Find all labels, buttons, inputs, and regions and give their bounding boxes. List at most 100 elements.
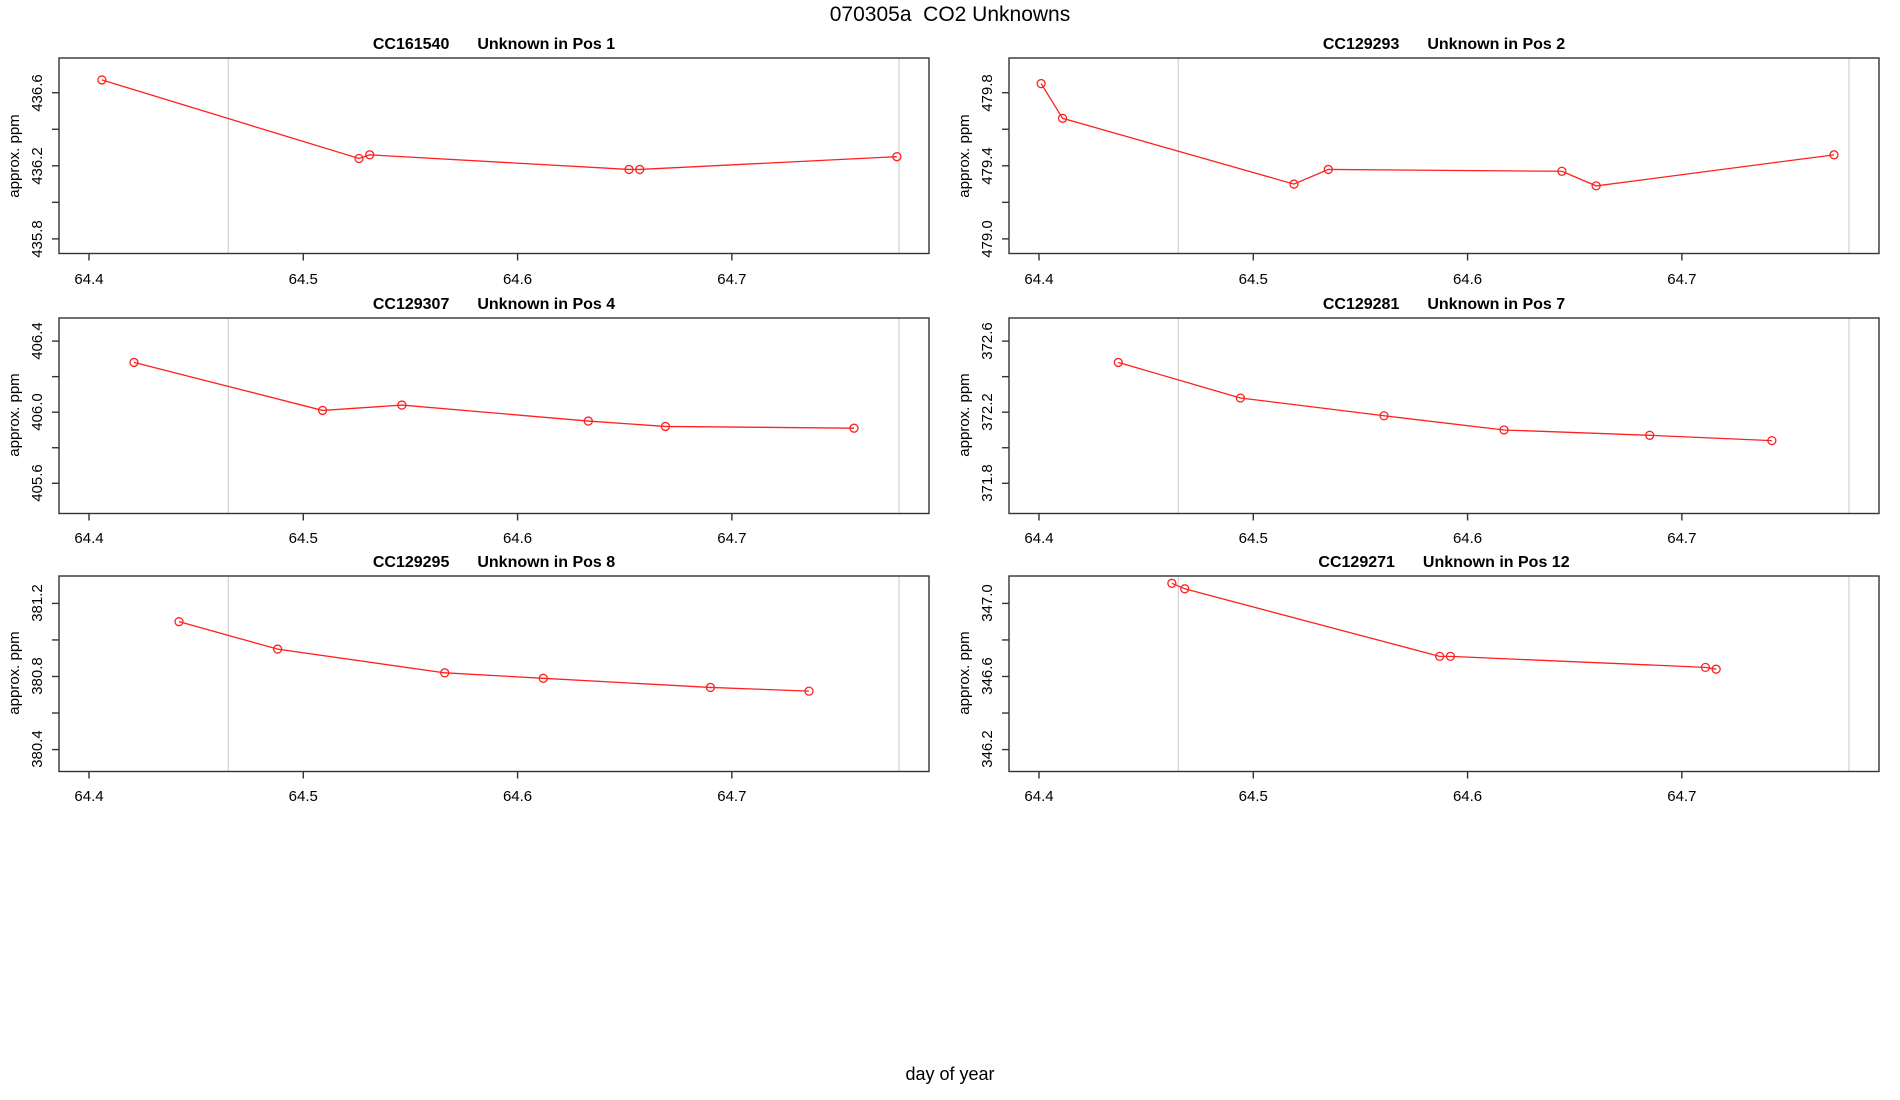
series-line xyxy=(1171,582,1717,670)
sample-position: Unknown in Pos 1 xyxy=(477,36,616,53)
data-point-marker xyxy=(354,153,364,164)
series-line xyxy=(1040,83,1835,187)
sample-id: CC129293 xyxy=(1322,36,1400,53)
data-point-marker xyxy=(365,150,375,160)
y-tick-label: 381.2 xyxy=(29,584,46,622)
sample-id: CC129271 xyxy=(1318,553,1395,571)
y-tick-label: 436.2 xyxy=(29,147,46,185)
x-tick-label: 64.7 xyxy=(1667,270,1697,288)
x-tick-label: 64.5 xyxy=(1238,530,1268,547)
y-tick-label: 371.8 xyxy=(979,464,996,502)
y-tick-label: 346.2 xyxy=(979,730,996,768)
y-tick-label: 380.4 xyxy=(29,730,46,768)
data-point-marker xyxy=(97,75,107,85)
plot-title: CC129281 Unknown in Pos 7 xyxy=(1009,296,1879,314)
data-point-marker xyxy=(129,357,139,367)
plot-title: CC129295 Unknown in Pos 8 xyxy=(59,554,929,572)
y-tick-label: 406.4 xyxy=(29,321,46,360)
data-point-marker xyxy=(1379,410,1389,420)
data-point-marker xyxy=(272,643,283,654)
data-point-marker xyxy=(804,685,814,696)
data-point-marker xyxy=(538,673,548,683)
data-point-marker xyxy=(1435,651,1445,661)
data-point-marker xyxy=(317,405,328,415)
data-point-marker xyxy=(174,616,184,626)
plot-panel xyxy=(52,316,930,520)
y-tick-label: 436.6 xyxy=(29,73,46,112)
data-point-marker xyxy=(1167,578,1177,588)
x-tick-label: 64.7 xyxy=(1667,788,1697,805)
sample-position: Unknown in Pos 7 xyxy=(1427,295,1566,313)
data-point-marker xyxy=(1829,150,1839,160)
y-tick-label: 479.0 xyxy=(979,220,996,258)
data-point-marker xyxy=(1711,664,1721,674)
data-point-marker xyxy=(583,415,593,426)
x-tick-label: 64.7 xyxy=(717,270,747,288)
data-point-marker xyxy=(1700,662,1711,672)
sample-id: CC129307 xyxy=(372,295,450,313)
plot-panel xyxy=(1002,57,1880,261)
sample-id: CC129295 xyxy=(372,553,450,571)
y-tick-label: 405.6 xyxy=(29,464,46,502)
series-line xyxy=(101,79,897,171)
x-tick-label: 64.4 xyxy=(74,270,104,288)
series-line xyxy=(133,361,855,429)
y-tick-label: 479.8 xyxy=(979,73,996,112)
main-title: 070305a CO2 Unknowns xyxy=(829,3,1071,26)
y-tick-label: 372.2 xyxy=(979,392,996,431)
y-tick-label: 347.0 xyxy=(979,584,996,622)
x-tick-label: 64.4 xyxy=(1024,270,1054,288)
sample-position: Unknown in Pos 12 xyxy=(1422,553,1570,571)
data-point-marker xyxy=(440,667,450,677)
data-point-marker xyxy=(624,164,634,175)
x-tick-label: 64.6 xyxy=(1452,270,1483,288)
data-point-marker xyxy=(635,164,645,175)
sample-position: Unknown in Pos 2 xyxy=(1427,36,1566,53)
x-tick-label: 64.6 xyxy=(502,788,533,805)
data-point-marker xyxy=(1767,435,1777,445)
data-point-marker xyxy=(1645,430,1655,440)
y-axis-title: approx. ppm xyxy=(956,631,973,715)
plot-panel xyxy=(1002,316,1880,520)
x-tick-label: 64.7 xyxy=(717,530,747,547)
sample-position: Unknown in Pos 4 xyxy=(477,295,616,313)
data-point-marker xyxy=(1235,392,1246,403)
plot-border xyxy=(58,316,930,514)
y-axis-title: approx. ppm xyxy=(956,373,973,457)
x-tick-label: 64.6 xyxy=(502,530,533,547)
plot-title: CC129307 Unknown in Pos 4 xyxy=(59,296,929,314)
sample-position: Unknown in Pos 8 xyxy=(477,553,616,571)
data-point-marker xyxy=(1557,166,1567,176)
plot-panel xyxy=(52,574,930,778)
data-point-marker xyxy=(1445,651,1456,661)
y-axis-title: approx. ppm xyxy=(956,114,973,198)
data-point-marker xyxy=(1591,181,1601,191)
x-tick-label: 64.6 xyxy=(502,270,533,288)
plot-panel xyxy=(1002,574,1880,778)
x-tick-label: 64.6 xyxy=(1452,530,1483,547)
plot-title: CC129293 Unknown in Pos 2 xyxy=(1009,36,1879,54)
x-tick-label: 64.4 xyxy=(74,788,104,805)
x-tick-label: 64.7 xyxy=(1667,530,1697,547)
y-axis-title: approx. ppm xyxy=(6,114,23,198)
data-point-marker xyxy=(660,421,671,431)
x-axis-title: day of year xyxy=(905,1064,995,1084)
x-tick-label: 64.7 xyxy=(717,788,747,805)
x-tick-label: 64.4 xyxy=(74,530,104,547)
plot-title: CC129271 Unknown in Pos 12 xyxy=(1009,554,1879,572)
y-tick-label: 346.6 xyxy=(979,657,996,695)
data-point-marker xyxy=(705,682,716,692)
sample-id: CC161540 xyxy=(372,36,450,53)
x-tick-label: 64.5 xyxy=(288,788,318,805)
plot-title: CC161540 Unknown in Pos 1 xyxy=(59,36,929,54)
sample-id: CC129281 xyxy=(1322,295,1400,313)
plot-panel xyxy=(52,57,930,261)
data-point-marker xyxy=(1289,179,1299,189)
x-tick-label: 64.5 xyxy=(1238,270,1268,288)
data-point-marker xyxy=(1180,583,1190,593)
plot-border xyxy=(1008,574,1880,772)
plot-border xyxy=(58,57,930,255)
x-tick-label: 64.4 xyxy=(1024,530,1054,547)
y-tick-label: 380.8 xyxy=(29,657,46,695)
